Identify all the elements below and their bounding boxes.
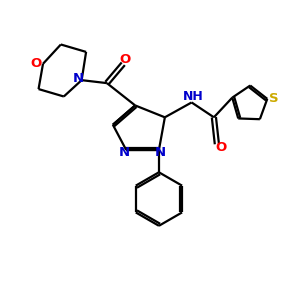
Text: O: O xyxy=(216,140,227,154)
Text: S: S xyxy=(269,92,279,105)
Text: N: N xyxy=(155,146,166,159)
Text: O: O xyxy=(119,53,130,66)
Text: NH: NH xyxy=(183,90,203,103)
Text: N: N xyxy=(73,72,84,85)
Text: O: O xyxy=(31,57,42,70)
Text: N: N xyxy=(119,146,130,159)
